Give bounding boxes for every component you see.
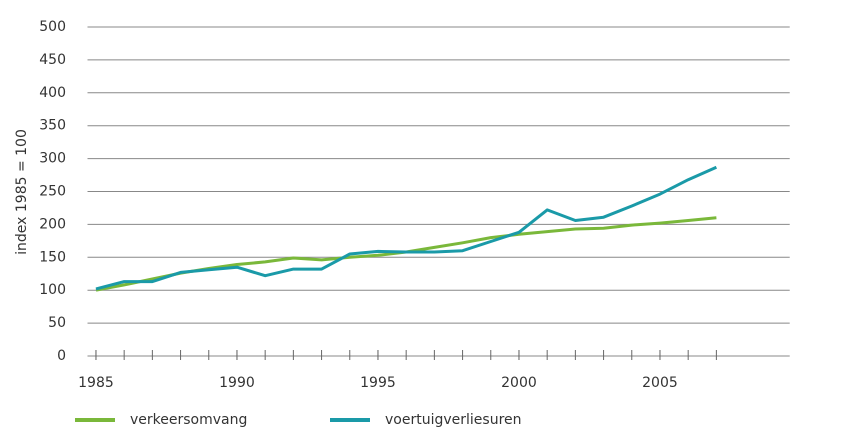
y-tick-label: 0 (57, 348, 66, 364)
x-tick-label: 1985 (78, 375, 114, 391)
y-axis-label: index 1985 = 100 (14, 129, 30, 255)
y-tick-label: 50 (48, 315, 66, 331)
y-tick-label: 350 (39, 118, 66, 134)
legend-label: voertuigverliesuren (385, 412, 522, 428)
y-tick-label: 450 (39, 52, 66, 68)
x-tick-label: 2005 (642, 375, 678, 391)
series-line (95, 165, 718, 291)
y-tick-label: 100 (39, 282, 66, 298)
y-tick-label: 500 (39, 19, 66, 35)
y-tick-label: 200 (39, 216, 66, 232)
legend-label: verkeersomvang (130, 412, 247, 428)
y-tick-label: 400 (39, 85, 66, 101)
series-line (95, 216, 717, 292)
x-tick-label: 2000 (501, 375, 537, 391)
y-tick-label: 150 (39, 249, 66, 265)
y-tick-label: 300 (39, 151, 66, 167)
x-tick-label: 1990 (219, 375, 255, 391)
x-tick-label: 1995 (360, 375, 396, 391)
y-tick-label: 250 (39, 184, 66, 200)
